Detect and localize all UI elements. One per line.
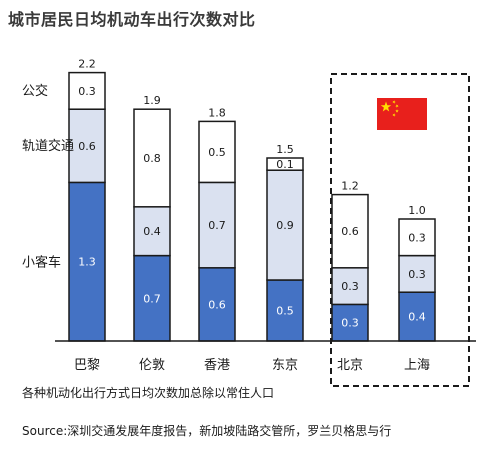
category-label: 北京 <box>337 358 363 373</box>
chart-source: Source:深圳交通发展年度报告，新加坡陆路交管所，罗兰贝格思与行 <box>22 424 392 438</box>
china-flag-icon <box>377 98 427 130</box>
bar-segment <box>266 169 304 281</box>
flag-small-star <box>392 113 396 117</box>
bar-segment <box>331 193 369 269</box>
bar-segment <box>198 181 236 269</box>
bar-segment <box>398 218 436 257</box>
bar-segment <box>266 157 304 171</box>
data-label: 0.4 <box>408 311 426 324</box>
data-label: 0.6 <box>78 140 96 153</box>
data-label: 0.7 <box>208 219 226 232</box>
bar-segment <box>68 108 106 184</box>
total-label: 1.5 <box>276 143 294 156</box>
category-label: 上海 <box>404 358 430 373</box>
legend-label: 轨道交通 <box>22 138 74 154</box>
total-label: 2.2 <box>78 58 96 71</box>
total-label: 1.9 <box>143 94 161 107</box>
data-label: 0.8 <box>143 152 161 165</box>
data-label: 0.3 <box>341 317 359 330</box>
bar-segment <box>68 71 106 110</box>
bar-segment <box>266 279 304 342</box>
data-label: 0.1 <box>276 158 294 171</box>
category-label: 东京 <box>272 358 298 373</box>
data-label: 1.3 <box>78 256 96 269</box>
data-label: 0.5 <box>276 305 294 318</box>
data-label: 0.6 <box>341 225 359 238</box>
data-label: 0.6 <box>208 298 226 311</box>
category-label: 巴黎 <box>74 358 100 373</box>
data-label: 0.4 <box>143 225 161 238</box>
data-label: 0.3 <box>341 280 359 293</box>
total-label: 1.0 <box>408 204 426 217</box>
data-label: 0.3 <box>408 231 426 244</box>
flag-big-star <box>380 101 392 112</box>
bar-segment <box>331 267 369 306</box>
chart-title: 城市居民日均机动车出行次数对比 <box>8 10 256 29</box>
data-label: 0.3 <box>78 85 96 98</box>
flag-small-star <box>395 104 399 108</box>
chart-note: 各种机动化出行方式日均次数加总除以常住人口 <box>22 386 275 400</box>
bar-segment <box>198 120 236 184</box>
bar-segment <box>133 206 171 257</box>
bar-segment <box>398 291 436 342</box>
data-label: 0.9 <box>276 219 294 232</box>
flag-small-star <box>395 109 399 113</box>
data-label: 0.7 <box>143 292 161 305</box>
bar-segment <box>198 267 236 342</box>
bar-segment <box>68 181 106 342</box>
legend-label: 公交 <box>22 83 48 99</box>
legend-label: 小客车 <box>22 255 61 271</box>
category-label: 香港 <box>204 358 230 373</box>
bar-segment <box>133 108 171 208</box>
total-label: 1.8 <box>208 106 226 119</box>
data-label: 0.3 <box>408 268 426 281</box>
total-label: 1.2 <box>341 180 359 193</box>
data-label: 0.5 <box>208 146 226 159</box>
highlight-box <box>330 73 470 387</box>
category-label: 伦敦 <box>139 357 165 373</box>
flag-small-star <box>392 100 396 104</box>
